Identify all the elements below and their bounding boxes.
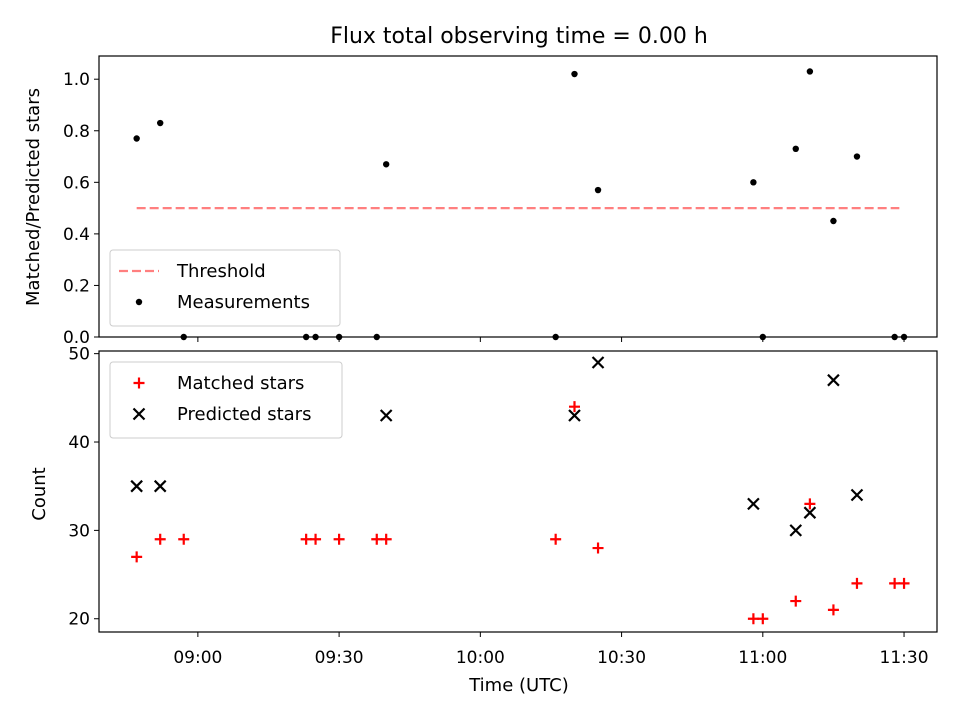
measurement-point [594,186,602,194]
matched-star-point [333,533,345,545]
matched-star-point [178,533,190,545]
top-y-axis-label: Matched/Predicted stars [23,88,44,306]
matched-star-point [131,551,143,563]
measurement-point [571,70,578,78]
matched-star-point [804,498,816,510]
bottom-axes-frame [98,350,938,633]
top-y-tick-label: 0.6 [63,173,90,193]
matched-star-point [371,533,383,545]
legend-matched-swatch [133,377,145,389]
top-panel: 0.0 0.2 0.4 0.6 0.8 1.0 Threshold Measurements [63,55,938,348]
measurement-point [806,68,814,75]
predicted-star-point [747,497,760,511]
measurement-point [382,161,390,168]
predicted-star-point [803,506,817,519]
top-y-tick-label: 0.2 [63,276,90,296]
bottom-legend-box [109,361,343,439]
matched-star-point [568,401,580,413]
top-y-tick-label: 1.0 [63,70,90,90]
matched-star-point [380,533,392,545]
legend-entry-label: Measurements [177,292,310,313]
measurement-point [792,145,799,153]
x-tick-label: 09:00 [173,648,222,668]
bottom-panel: 20 30 40 50 09:00 09:30 10:00 10:30 11:00 11:30 Ma… [68,345,938,668]
matched-star-point [827,604,839,616]
matched-star-point [757,613,769,625]
predicted-star-point [591,356,605,369]
x-axis-label: Time (UTC) [468,675,569,696]
legend-entry-label: Predicted stars [177,404,311,425]
measurement-point [133,135,140,142]
top-y-tick-label: 0.4 [63,225,90,245]
predicted-star-point [153,479,167,493]
predicted-star-point [379,409,393,422]
legend-measurement-swatch [135,298,143,306]
x-tick-label: 11:30 [880,648,929,668]
top-y-tick-label: 0.8 [63,122,90,142]
bottom-y-tick-label: 20 [68,610,90,630]
x-tick-label: 10:30 [597,648,646,668]
legend-entry-label: Matched stars [177,373,304,394]
measurement-point [157,119,164,127]
predicted-star-point [850,488,864,502]
x-tick-label: 10:00 [456,648,505,668]
predicted-star-point [789,524,803,537]
matched-star-point [790,595,802,607]
matched-star-point [310,533,322,545]
bottom-y-tick-label: 40 [68,433,90,453]
measurement-point [853,153,861,160]
matched-star-point [300,533,312,545]
matched-star-point [889,577,901,589]
matched-star-point [898,577,910,589]
top-axes-frame [98,55,938,338]
predicted-star-point [568,409,581,422]
bottom-y-tick-label: 30 [68,521,90,541]
x-tick-label: 11:00 [738,648,787,668]
measurement-point [750,179,757,186]
matched-star-point [592,542,604,554]
legend-entry-label: Threshold [176,261,266,282]
matched-star-point [851,577,863,589]
x-tick-label: 09:30 [315,648,364,668]
predicted-star-point [827,373,840,387]
legend-predicted-swatch [132,407,146,421]
bottom-y-tick-label: 50 [68,345,90,365]
matched-star-point [747,613,759,625]
matched-star-point [154,533,166,545]
bottom-y-axis-label: Count [29,467,50,520]
chart-title: Flux total observing time = 0.00 h [330,24,708,49]
matched-star-point [550,533,562,545]
measurement-point [830,217,837,225]
top-y-tick-label: 0.0 [63,328,90,348]
top-legend-box [109,249,341,327]
predicted-star-point [130,479,143,493]
